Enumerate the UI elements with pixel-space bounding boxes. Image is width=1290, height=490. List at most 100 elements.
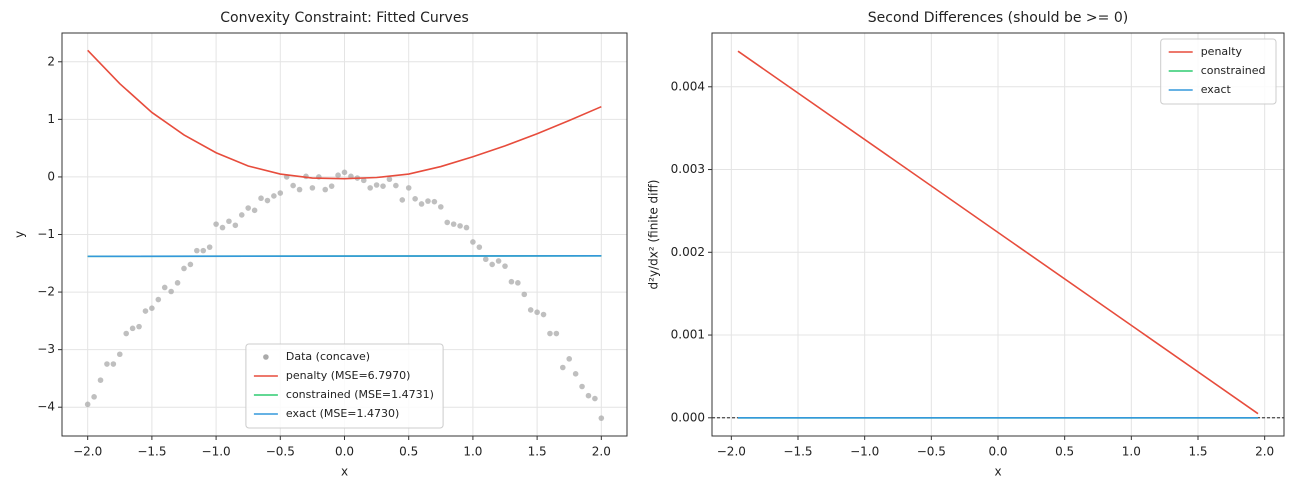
legend-label: Data (concave) bbox=[286, 350, 370, 363]
data-point bbox=[367, 185, 373, 191]
data-point bbox=[566, 356, 573, 362]
legend-marker bbox=[263, 354, 269, 360]
x-tick-label: 0.0 bbox=[988, 445, 1007, 459]
data-point bbox=[213, 221, 219, 227]
x-tick-label: 0.5 bbox=[399, 445, 418, 459]
line bbox=[87, 49, 602, 180]
data-point bbox=[200, 247, 207, 254]
data-point bbox=[547, 330, 553, 337]
data-point bbox=[431, 198, 438, 205]
data-point bbox=[335, 172, 341, 179]
data-point bbox=[309, 185, 316, 191]
data-point bbox=[373, 182, 380, 188]
data-point bbox=[457, 223, 463, 229]
legend-label: penalty (MSE=6.7970) bbox=[286, 369, 411, 382]
data-point bbox=[425, 198, 431, 204]
legend-box bbox=[245, 343, 444, 429]
data-point bbox=[277, 190, 284, 196]
data-point bbox=[194, 247, 200, 254]
data-point bbox=[450, 221, 457, 227]
data-point bbox=[123, 330, 130, 337]
y-tick-label: 0.001 bbox=[671, 328, 705, 342]
x-tick-label: −0.5 bbox=[917, 445, 946, 459]
data-point bbox=[527, 307, 534, 313]
data-point bbox=[168, 288, 174, 295]
x-tick-label: −1.5 bbox=[783, 445, 812, 459]
data-point bbox=[495, 258, 502, 264]
data-point bbox=[187, 261, 194, 268]
data-point bbox=[386, 176, 393, 183]
y-tick-label: 0 bbox=[47, 169, 55, 183]
legend-label: exact (MSE=1.4730) bbox=[286, 407, 399, 420]
data-point bbox=[245, 205, 251, 211]
data-point bbox=[360, 177, 367, 184]
chart-title: Convexity Constraint: Fitted Curves bbox=[220, 10, 468, 26]
x-tick-label: −1.5 bbox=[137, 445, 166, 459]
y-tick-label: 0.000 bbox=[671, 410, 705, 424]
data-point bbox=[534, 309, 540, 316]
data-point bbox=[271, 193, 277, 199]
data-point bbox=[585, 392, 592, 399]
data-point bbox=[181, 265, 187, 272]
data-point bbox=[206, 244, 213, 250]
y-tick-label: −2 bbox=[37, 285, 55, 299]
x-tick-label: −1.0 bbox=[850, 445, 879, 459]
x-tick-label: 2.0 bbox=[1255, 445, 1274, 459]
chart-title: Second Differences (should be >= 0) bbox=[868, 10, 1128, 26]
data-point bbox=[116, 351, 123, 358]
data-point bbox=[219, 224, 226, 231]
data-point bbox=[418, 201, 425, 207]
data-point bbox=[476, 244, 483, 250]
x-axis-label: x bbox=[341, 465, 348, 479]
data-point bbox=[290, 182, 296, 189]
data-point bbox=[559, 364, 566, 371]
x-tick-label: 0.0 bbox=[335, 445, 354, 459]
y-tick-label: −4 bbox=[37, 400, 55, 414]
data-point bbox=[174, 280, 181, 286]
data-point bbox=[438, 204, 444, 210]
data-point bbox=[232, 222, 239, 229]
x-tick-label: 2.0 bbox=[592, 445, 611, 459]
data-point bbox=[399, 197, 406, 203]
legend-box bbox=[1160, 38, 1277, 105]
data-point bbox=[142, 308, 149, 314]
data-point bbox=[161, 284, 168, 291]
x-tick-label: −0.5 bbox=[266, 445, 295, 459]
x-tick-label: −2.0 bbox=[717, 445, 746, 459]
data-point bbox=[322, 186, 329, 193]
x-tick-label: 1.0 bbox=[1122, 445, 1141, 459]
legend-label: penalty bbox=[1201, 45, 1243, 58]
data-point bbox=[380, 183, 386, 189]
data-point bbox=[84, 401, 91, 408]
data-point bbox=[393, 182, 399, 189]
data-point bbox=[264, 197, 271, 204]
x-tick-label: 1.5 bbox=[1188, 445, 1207, 459]
y-tick-label: 2 bbox=[47, 54, 55, 68]
data-point bbox=[238, 212, 245, 218]
data-point bbox=[155, 296, 162, 303]
x-axis-label: x bbox=[994, 465, 1001, 479]
y-tick-label: 1 bbox=[47, 112, 55, 126]
y-tick-label: −3 bbox=[37, 342, 55, 356]
data-point bbox=[129, 325, 136, 332]
legend-label: exact bbox=[1201, 83, 1232, 96]
data-point bbox=[136, 323, 142, 330]
line bbox=[87, 255, 602, 258]
legend-label: constrained bbox=[1201, 64, 1266, 77]
line bbox=[737, 50, 1259, 415]
x-tick-label: 1.0 bbox=[463, 445, 482, 459]
data-point bbox=[489, 261, 495, 268]
data-point bbox=[405, 185, 412, 191]
data-point bbox=[444, 219, 451, 226]
axes-frame bbox=[61, 32, 628, 437]
data-point bbox=[341, 169, 348, 176]
data-point bbox=[553, 330, 560, 337]
data-point bbox=[328, 183, 335, 189]
data-point bbox=[515, 280, 521, 286]
data-point bbox=[572, 371, 579, 377]
data-point bbox=[97, 377, 104, 383]
data-point bbox=[258, 195, 264, 202]
y-tick-label: −1 bbox=[37, 227, 55, 241]
data-point bbox=[482, 256, 489, 263]
